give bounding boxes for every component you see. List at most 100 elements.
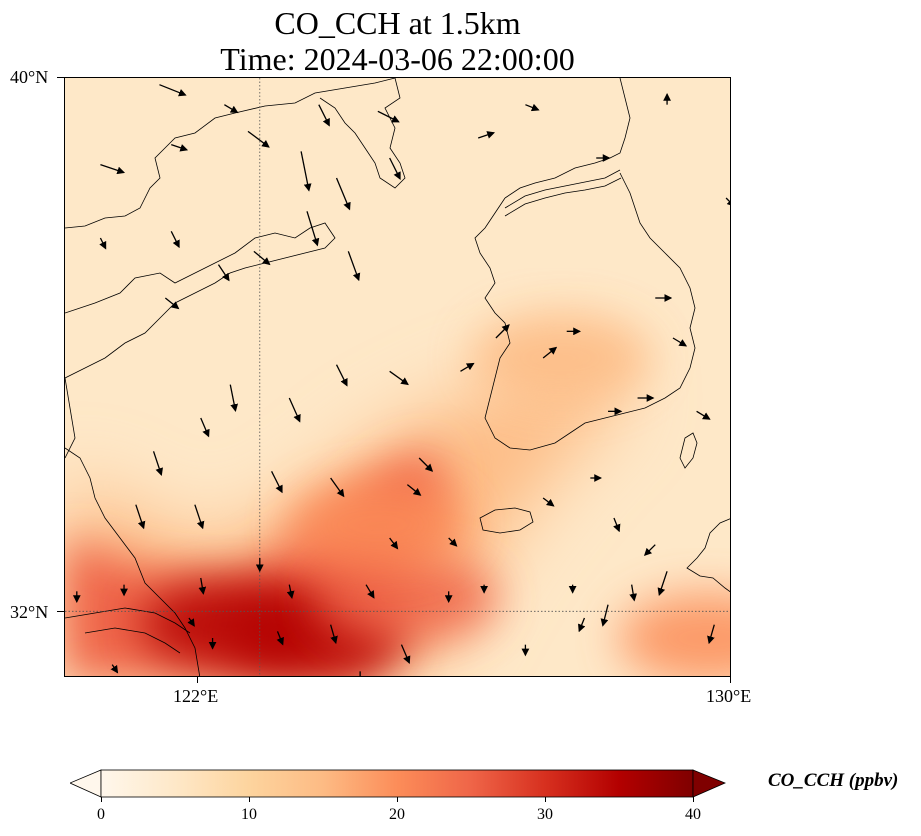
colorbar-extend-max bbox=[692, 769, 726, 798]
gridlines bbox=[65, 78, 730, 676]
coastline-shandong bbox=[65, 222, 336, 379]
ytick-label-32: 32°N bbox=[10, 602, 49, 622]
border-river bbox=[504, 169, 622, 217]
xtick-label-122: 122°E bbox=[173, 686, 219, 706]
wind-arrow-8 bbox=[377, 110, 400, 123]
wind-arrow-49 bbox=[329, 624, 338, 645]
wind-arrow-3 bbox=[171, 144, 189, 152]
field-hotspot-3 bbox=[287, 479, 468, 570]
wind-arrow-19 bbox=[170, 231, 180, 249]
wind-arrow-62 bbox=[629, 584, 638, 602]
wind-arrow-24 bbox=[335, 364, 348, 387]
colorbar-tick-0 bbox=[101, 797, 102, 802]
colorbar-tick-10 bbox=[249, 797, 250, 802]
xtick-label-130: 130°E bbox=[706, 686, 752, 706]
coastline-east-china bbox=[65, 447, 201, 676]
coastline-korea-west bbox=[474, 172, 696, 451]
wind-arrow-70 bbox=[613, 517, 621, 533]
wind-arrow-11 bbox=[525, 103, 540, 112]
wind-arrow-7 bbox=[318, 104, 330, 127]
colorbar-tick-20 bbox=[397, 797, 398, 802]
wind-arrow-4 bbox=[224, 104, 239, 114]
coastline-liaodong bbox=[319, 78, 406, 189]
colorbar-tick-30 bbox=[545, 797, 546, 802]
wind-arrow-17 bbox=[217, 264, 230, 282]
wind-arrow-31 bbox=[135, 504, 146, 530]
wind-arrow-48 bbox=[365, 584, 375, 599]
wind-arrow-43 bbox=[389, 537, 399, 550]
colorbar-label-10: 10 bbox=[241, 806, 257, 823]
wind-arrow-46 bbox=[198, 577, 207, 595]
wind-arrow-61 bbox=[600, 604, 609, 627]
wind-arrow-28 bbox=[271, 471, 283, 494]
wind-arrow-1 bbox=[247, 130, 270, 148]
coastline-korea-north bbox=[504, 78, 631, 199]
colorbar bbox=[70, 769, 726, 798]
wind-arrow-0 bbox=[159, 84, 187, 97]
xtick-mark-130 bbox=[730, 677, 731, 683]
colorbar-label-20: 20 bbox=[389, 806, 405, 823]
wind-arrow-42 bbox=[406, 484, 422, 496]
map-panel bbox=[64, 77, 731, 677]
ytick-mark-40 bbox=[57, 77, 64, 78]
wind-arrow-27 bbox=[152, 451, 163, 476]
wind-arrow-20 bbox=[164, 297, 180, 310]
wind-arrow-34 bbox=[495, 324, 510, 339]
wind-arrow-10 bbox=[477, 131, 496, 139]
colorbar-label-0: 0 bbox=[97, 806, 105, 823]
wind-arrow-37 bbox=[672, 337, 688, 347]
wind-arrow-5 bbox=[300, 151, 312, 192]
wind-arrow-18 bbox=[253, 250, 271, 266]
wind-arrow-9 bbox=[389, 157, 401, 180]
colorbar-label-40: 40 bbox=[685, 806, 701, 823]
wind-arrow-6 bbox=[335, 177, 351, 211]
coastlines bbox=[65, 78, 730, 676]
wind-arrow-56 bbox=[110, 664, 119, 674]
colorbar-tick-40 bbox=[693, 797, 694, 802]
wind-arrow-26 bbox=[200, 417, 210, 438]
ytick-mark-32 bbox=[57, 611, 64, 612]
wind-arrow-22 bbox=[229, 384, 239, 412]
wind-arrow-44 bbox=[448, 537, 458, 547]
wind-arrow-69 bbox=[542, 497, 555, 507]
wind-arrow-23 bbox=[288, 397, 301, 423]
wind-vectors bbox=[72, 84, 730, 676]
coastline-kyushu bbox=[686, 518, 730, 593]
wind-arrow-51 bbox=[276, 631, 284, 646]
map-subtitle-time: Time: 2024-03-06 22:00:00 bbox=[220, 41, 575, 77]
colorbar-label-30: 30 bbox=[537, 806, 553, 823]
wind-arrow-41 bbox=[696, 410, 711, 420]
map-canvas bbox=[65, 78, 730, 676]
wind-arrow-15 bbox=[306, 211, 320, 247]
wind-arrow-64 bbox=[643, 544, 656, 556]
wind-arrow-60 bbox=[578, 617, 586, 633]
ytick-label-40: 40°N bbox=[10, 67, 49, 87]
island-jeju bbox=[479, 507, 534, 534]
wind-arrow-67 bbox=[707, 624, 715, 645]
wind-arrow-63 bbox=[657, 571, 668, 596]
field-hotspot-5 bbox=[618, 593, 730, 676]
wind-arrow-38 bbox=[542, 346, 558, 359]
colorbar-gradient bbox=[100, 769, 694, 798]
wind-arrow-50 bbox=[400, 644, 411, 665]
wind-arrow-33 bbox=[460, 362, 475, 372]
coastline-jiangsu bbox=[65, 377, 76, 459]
wind-arrow-53 bbox=[187, 617, 195, 627]
wind-arrow-21 bbox=[99, 237, 107, 250]
island-tsushima bbox=[679, 432, 698, 469]
coastline-yangtze-estuary bbox=[65, 607, 191, 654]
wind-arrow-30 bbox=[418, 457, 434, 472]
coastline-bohai bbox=[65, 78, 396, 229]
wind-arrow-2 bbox=[100, 164, 126, 175]
colorbar-extend-min bbox=[70, 769, 102, 798]
wind-arrow-29 bbox=[330, 477, 345, 498]
field-hotspot-4 bbox=[470, 313, 651, 403]
wind-arrow-32 bbox=[194, 504, 205, 530]
wind-arrow-16 bbox=[347, 251, 361, 282]
field-hotspot-2 bbox=[317, 553, 498, 643]
wind-arrow-47 bbox=[286, 584, 295, 599]
map-title: CO_CCH at 1.5km bbox=[274, 5, 521, 41]
xtick-mark-122 bbox=[197, 677, 198, 683]
colorbar-title: CO_CCH (ppbv) bbox=[768, 770, 899, 791]
wind-arrow-14 bbox=[725, 197, 730, 207]
